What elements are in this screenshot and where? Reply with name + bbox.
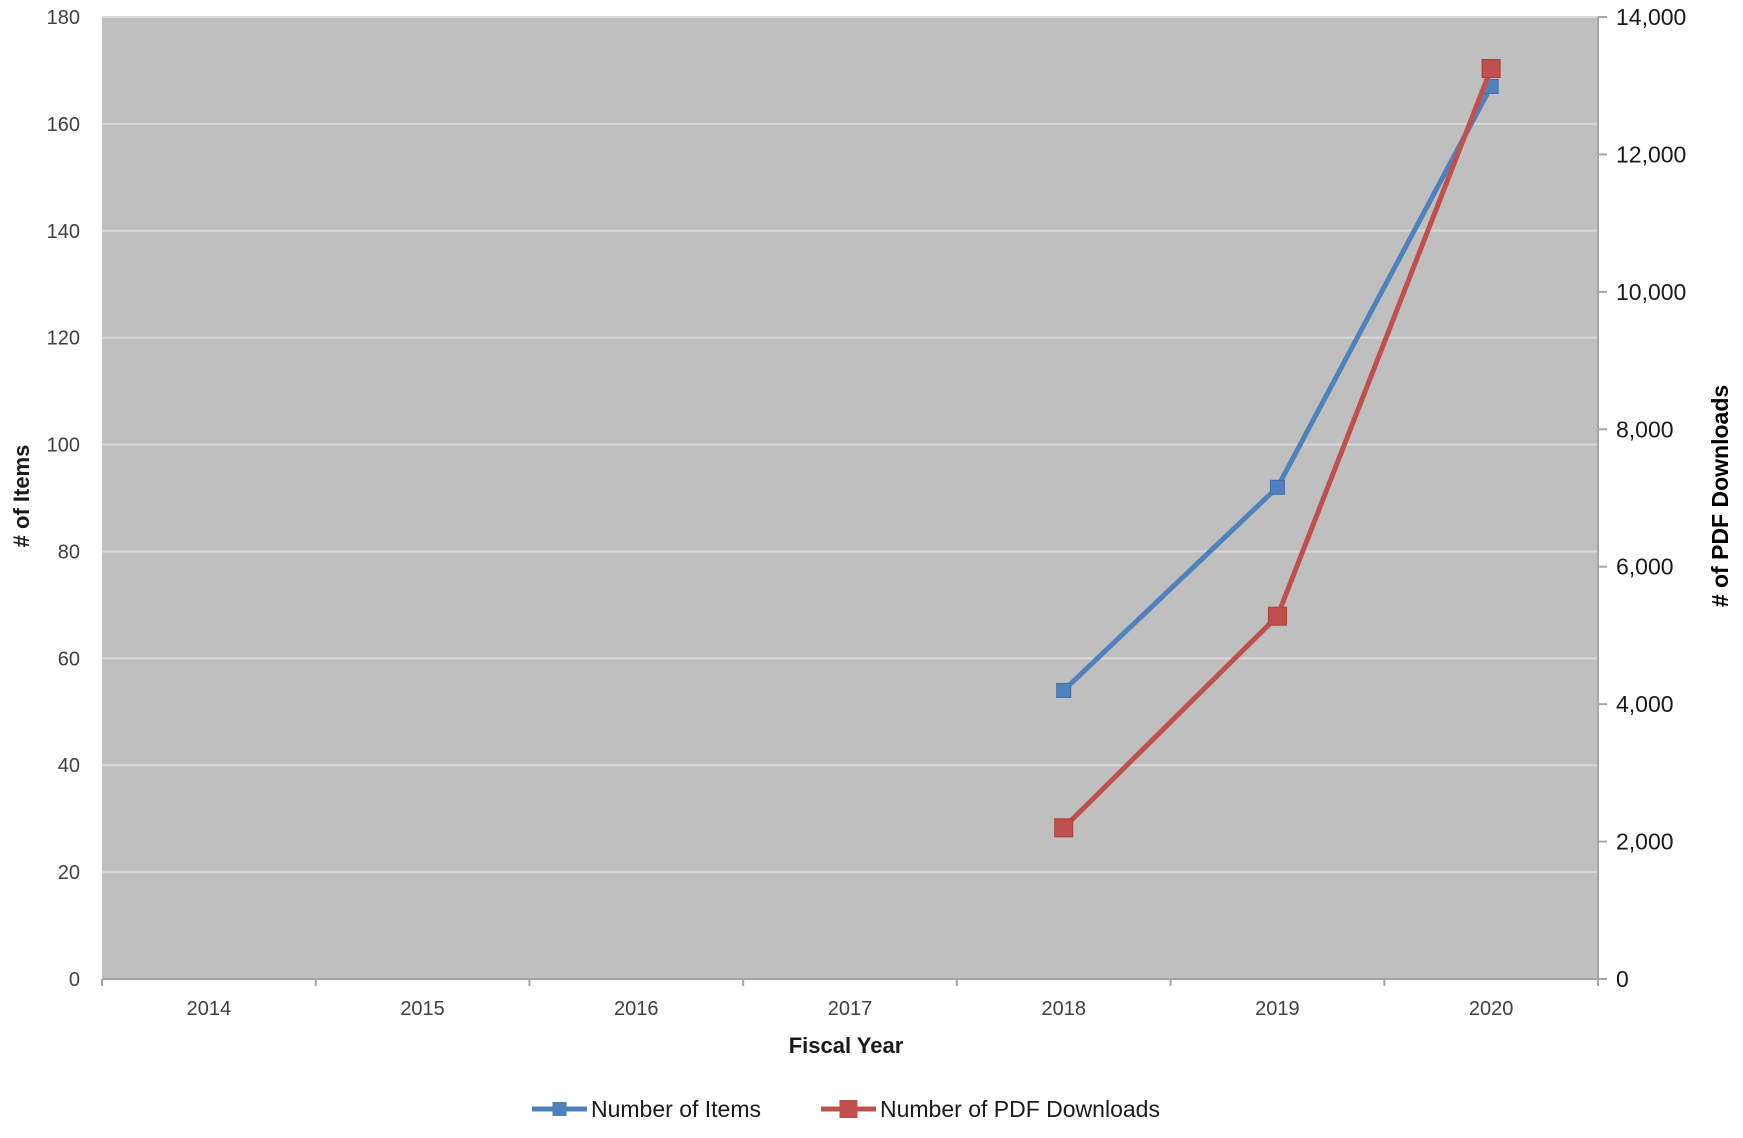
y-axis-title-right: # of PDF Downloads: [1707, 385, 1733, 607]
x-tick-label: 2019: [1255, 998, 1300, 1020]
y2-tick-label: 12,000: [1616, 141, 1686, 167]
gridlines: [102, 16, 1598, 874]
legend-swatch-marker: [839, 1100, 858, 1118]
tick-labels: 0 20 40 60 80 100 120 140 160 180 0 2,000 4,000 6,000…: [47, 4, 1687, 1020]
data-point: [1054, 818, 1074, 838]
x-tick-label: 2017: [828, 998, 873, 1020]
data-series: [1054, 59, 1501, 838]
axes: [101, 16, 1607, 986]
y2-tick-label: 4,000: [1616, 691, 1674, 717]
y-tick-label: 80: [58, 541, 80, 563]
y-tick-label: 20: [58, 862, 80, 884]
y-tick-label: 40: [58, 755, 80, 777]
y2-tick-label: 6,000: [1616, 554, 1674, 580]
legend-swatch-marker: [552, 1102, 567, 1116]
x-tick-label: 2018: [1041, 998, 1086, 1020]
y-tick-label: 140: [47, 221, 80, 243]
data-point: [1481, 59, 1501, 79]
y-tick-label: 120: [47, 328, 80, 350]
legend-label: Number of Items: [591, 1096, 761, 1122]
x-tick-label: 2016: [614, 998, 659, 1020]
x-tick-label: 2014: [187, 998, 232, 1020]
y2-tick-label: 0: [1616, 966, 1629, 992]
y-tick-label: 160: [47, 114, 80, 136]
series-number-of-pdf-downloads: [1054, 59, 1501, 838]
legend-item: Number of Items: [532, 1096, 761, 1122]
plot-area: [102, 17, 1598, 979]
y2-tick-label: 8,000: [1616, 416, 1674, 442]
y-tick-label: 0: [69, 969, 80, 991]
x-tick-label: 2020: [1469, 998, 1514, 1020]
legend-label: Number of PDF Downloads: [880, 1096, 1160, 1122]
data-point: [1267, 606, 1287, 626]
y-tick-label: 180: [47, 7, 80, 29]
legend: Number of Items Number of PDF Downloads: [532, 1096, 1160, 1122]
data-point: [1056, 682, 1072, 698]
y2-tick-label: 10,000: [1616, 279, 1686, 305]
y2-tick-label: 2,000: [1616, 829, 1674, 855]
y-tick-label: 60: [58, 648, 80, 670]
x-tick-label: 2015: [400, 998, 445, 1020]
data-point: [1269, 479, 1285, 495]
x-axis-title: Fiscal Year: [789, 1033, 904, 1058]
y2-tick-label: 14,000: [1616, 4, 1686, 30]
legend-item: Number of PDF Downloads: [821, 1096, 1160, 1122]
y-axis-title-left: # of Items: [9, 445, 34, 548]
y-tick-label: 100: [47, 435, 80, 457]
